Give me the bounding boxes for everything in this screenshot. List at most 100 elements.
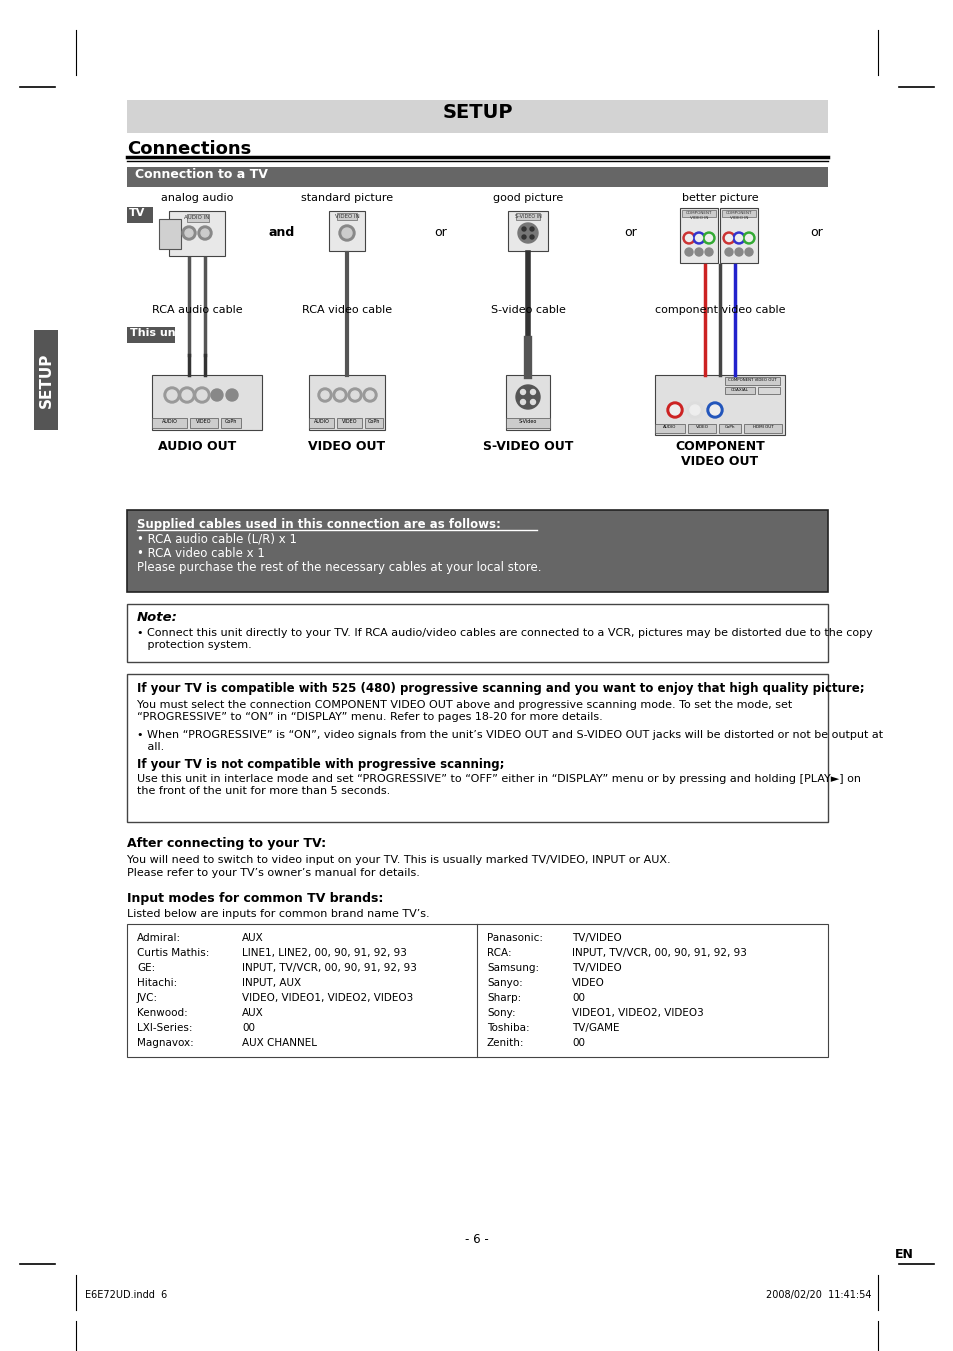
Text: COMPONENT
VIDEO OUT: COMPONENT VIDEO OUT: [675, 440, 764, 467]
Circle shape: [666, 403, 682, 417]
Text: INPUT, TV/VCR, 00, 90, 91, 92, 93: INPUT, TV/VCR, 00, 90, 91, 92, 93: [572, 948, 746, 958]
Circle shape: [692, 232, 704, 245]
Circle shape: [320, 390, 329, 399]
Bar: [758, 386, 780, 394]
Circle shape: [167, 390, 177, 400]
Bar: [720, 208, 758, 263]
Circle shape: [709, 405, 720, 415]
Bar: [127, 100, 827, 132]
Bar: [169, 211, 225, 255]
Bar: [655, 376, 784, 435]
Text: Hitachi:: Hitachi:: [137, 978, 177, 988]
Circle shape: [198, 226, 212, 240]
Circle shape: [317, 388, 332, 403]
Bar: [329, 211, 365, 251]
Circle shape: [201, 230, 209, 236]
Text: standard picture: standard picture: [300, 193, 393, 203]
Text: S-VIDEO IN: S-VIDEO IN: [514, 213, 541, 219]
Circle shape: [182, 390, 192, 400]
Text: CoPh: CoPh: [724, 426, 735, 430]
Text: VIDEO: VIDEO: [196, 419, 212, 424]
Circle shape: [179, 386, 194, 403]
Circle shape: [193, 386, 210, 403]
Circle shape: [695, 235, 701, 242]
Text: better picture: better picture: [681, 193, 758, 203]
Text: HDMI OUT: HDMI OUT: [752, 426, 773, 430]
Text: AUDIO IN: AUDIO IN: [184, 215, 210, 220]
Text: EN: EN: [894, 1248, 913, 1260]
Bar: [681, 209, 716, 218]
Text: LINE1, LINE2, 00, 90, 91, 92, 93: LINE1, LINE2, 00, 90, 91, 92, 93: [242, 948, 406, 958]
Bar: [687, 424, 716, 434]
Bar: [127, 327, 174, 343]
Text: S-video cable: S-video cable: [490, 305, 565, 315]
Bar: [743, 424, 781, 434]
Circle shape: [520, 389, 525, 394]
Text: or: or: [810, 227, 822, 239]
Text: If your TV is not compatible with progressive scanning;: If your TV is not compatible with progre…: [137, 758, 504, 771]
Text: • RCA video cable x 1: • RCA video cable x 1: [137, 547, 265, 561]
Text: SETUP: SETUP: [442, 103, 512, 122]
Text: AUDIO: AUDIO: [162, 419, 178, 424]
Text: LXI-Series:: LXI-Series:: [137, 1023, 193, 1034]
Text: 2008/02/20  11:41:54: 2008/02/20 11:41:54: [765, 1290, 871, 1300]
Circle shape: [530, 235, 534, 239]
Bar: [516, 213, 539, 220]
Text: VIDEO OUT: VIDEO OUT: [308, 440, 385, 453]
Circle shape: [669, 405, 679, 415]
Circle shape: [211, 389, 223, 401]
Text: • When “PROGRESSIVE” is “ON”, video signals from the unit’s VIDEO OUT and S-VIDE: • When “PROGRESSIVE” is “ON”, video sign…: [137, 730, 882, 751]
Circle shape: [734, 249, 742, 255]
Text: RCA audio cable: RCA audio cable: [152, 305, 242, 315]
Circle shape: [338, 226, 355, 240]
Text: Use this unit in interlace mode and set “PROGRESSIVE” to “OFF” either in “DISPLA: Use this unit in interlace mode and set …: [137, 774, 861, 796]
Circle shape: [363, 388, 376, 403]
Bar: [721, 209, 755, 218]
Circle shape: [530, 400, 535, 404]
Bar: [309, 417, 334, 428]
Text: GE:: GE:: [137, 963, 155, 973]
Circle shape: [348, 388, 361, 403]
Text: AUX: AUX: [242, 934, 263, 943]
Text: or: or: [435, 227, 447, 239]
Circle shape: [366, 390, 374, 399]
Text: This unit: This unit: [130, 328, 185, 338]
Text: RCA video cable: RCA video cable: [301, 305, 392, 315]
Bar: [505, 417, 550, 428]
Text: • RCA audio cable (L/R) x 1: • RCA audio cable (L/R) x 1: [137, 534, 296, 546]
Text: 00: 00: [572, 993, 584, 1002]
Text: Connections: Connections: [127, 141, 251, 158]
Circle shape: [521, 235, 525, 239]
Text: COMPONENT
VIDEO IN: COMPONENT VIDEO IN: [725, 211, 752, 220]
Text: Sharp:: Sharp:: [486, 993, 520, 1002]
Bar: [505, 376, 550, 430]
Text: and: and: [269, 227, 294, 239]
Circle shape: [530, 389, 535, 394]
Text: Sony:: Sony:: [486, 1008, 515, 1019]
Circle shape: [742, 232, 754, 245]
Circle shape: [517, 223, 537, 243]
Circle shape: [335, 390, 344, 399]
Text: VIDEO, VIDEO1, VIDEO2, VIDEO3: VIDEO, VIDEO1, VIDEO2, VIDEO3: [242, 993, 413, 1002]
Text: SETUP: SETUP: [38, 353, 53, 408]
Text: Kenwood:: Kenwood:: [137, 1008, 188, 1019]
Bar: [190, 417, 218, 428]
Text: AUX: AUX: [242, 1008, 263, 1019]
Text: Input modes for common TV brands:: Input modes for common TV brands:: [127, 892, 383, 905]
Circle shape: [744, 249, 752, 255]
Text: Toshiba:: Toshiba:: [486, 1023, 529, 1034]
Text: TV/VIDEO: TV/VIDEO: [572, 963, 621, 973]
Bar: [336, 213, 356, 220]
Text: VIDEO: VIDEO: [572, 978, 604, 988]
Bar: [655, 424, 684, 434]
Text: Supplied cables used in this connection are as follows:: Supplied cables used in this connection …: [137, 517, 500, 531]
Bar: [127, 674, 827, 821]
Text: S-Video: S-Video: [518, 419, 537, 424]
Circle shape: [702, 232, 714, 245]
Text: or: or: [624, 227, 637, 239]
Text: You must select the connection COMPONENT VIDEO OUT above and progressive scannin: You must select the connection COMPONENT…: [137, 700, 791, 721]
Text: Note:: Note:: [137, 611, 177, 624]
Circle shape: [684, 249, 692, 255]
Text: VIDEO: VIDEO: [342, 419, 357, 424]
Text: Sanyo:: Sanyo:: [486, 978, 522, 988]
